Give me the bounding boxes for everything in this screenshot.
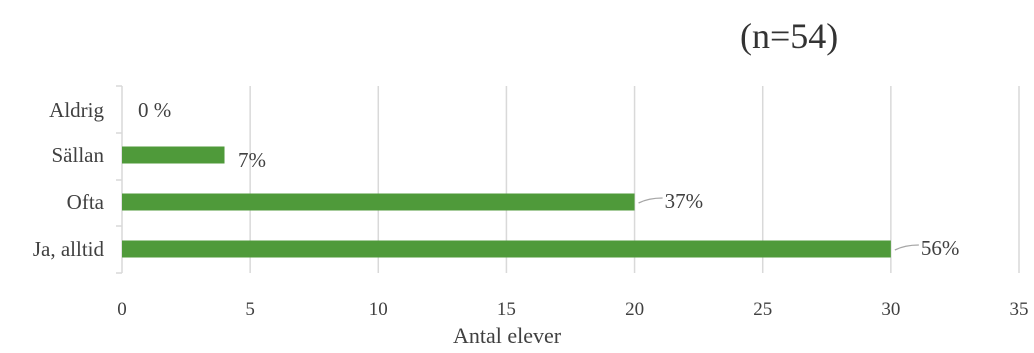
- leader-line-3: [894, 244, 919, 251]
- x-tick-label-5: 5: [245, 299, 255, 320]
- data-label-3: 56%: [921, 236, 960, 260]
- data-label-2: 37%: [665, 189, 704, 213]
- x-tick-label-15: 15: [497, 299, 516, 320]
- chart-subtitle: (n=54): [740, 16, 839, 56]
- x-tick-label-0: 0: [117, 299, 127, 320]
- label-leader-lines: [638, 197, 919, 251]
- leader-line-2: [638, 197, 663, 204]
- x-tick-label-20: 20: [625, 299, 644, 320]
- gridlines: [116, 85, 1020, 274]
- x-tick-labels: 0 5 10 15 20 25 30 35: [117, 299, 1028, 320]
- bars: [122, 146, 891, 258]
- bar-3: [122, 240, 891, 258]
- category-label-1: Sällan: [52, 143, 105, 167]
- x-tick-label-30: 30: [881, 299, 900, 320]
- x-tick-label-35: 35: [1010, 299, 1029, 320]
- category-label-2: Ofta: [67, 190, 105, 214]
- data-labels: 0 % 7% 37% 56%: [138, 98, 959, 260]
- category-label-0: Aldrig: [49, 98, 104, 122]
- x-axis-label: Antal elever: [453, 323, 562, 348]
- x-tick-label-10: 10: [369, 299, 388, 320]
- x-tick-label-25: 25: [753, 299, 772, 320]
- bar-2: [122, 193, 635, 211]
- data-label-0: 0 %: [138, 98, 171, 122]
- category-labels: Aldrig Sällan Ofta Ja, alltid: [33, 98, 105, 261]
- data-label-1: 7%: [238, 148, 266, 172]
- category-label-3: Ja, alltid: [33, 237, 105, 261]
- bar-1: [122, 146, 225, 164]
